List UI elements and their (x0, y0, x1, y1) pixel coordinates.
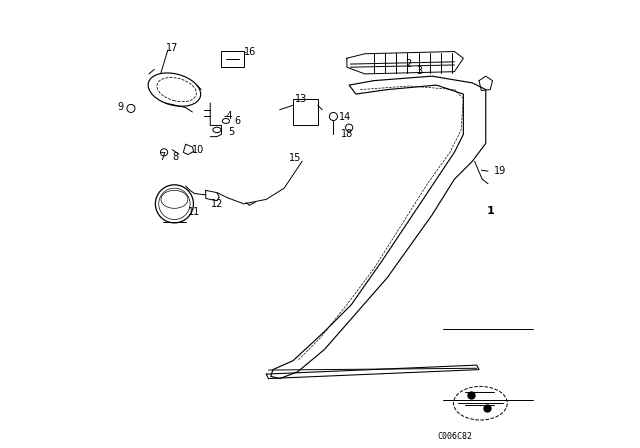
Text: 16: 16 (244, 47, 257, 57)
Text: 15: 15 (289, 153, 301, 163)
Text: 11: 11 (188, 207, 200, 217)
Text: 6: 6 (234, 116, 240, 126)
Text: 13: 13 (296, 94, 308, 103)
Text: 12: 12 (211, 199, 223, 209)
Text: 5: 5 (228, 127, 234, 137)
Text: 1: 1 (486, 206, 495, 215)
Bar (221, 51, 244, 67)
Text: 8: 8 (173, 152, 179, 162)
Text: 2: 2 (406, 59, 412, 69)
Text: 10: 10 (192, 145, 205, 155)
Text: 18: 18 (340, 129, 353, 139)
Bar (293, 99, 317, 125)
Text: -4: -4 (224, 111, 234, 121)
Text: 19: 19 (494, 166, 506, 176)
Text: 17: 17 (166, 43, 179, 53)
Text: C006C82: C006C82 (437, 432, 472, 441)
Text: 14: 14 (339, 112, 351, 122)
Text: 3: 3 (417, 66, 422, 76)
Text: 7: 7 (159, 152, 165, 162)
Text: 9: 9 (118, 102, 124, 112)
